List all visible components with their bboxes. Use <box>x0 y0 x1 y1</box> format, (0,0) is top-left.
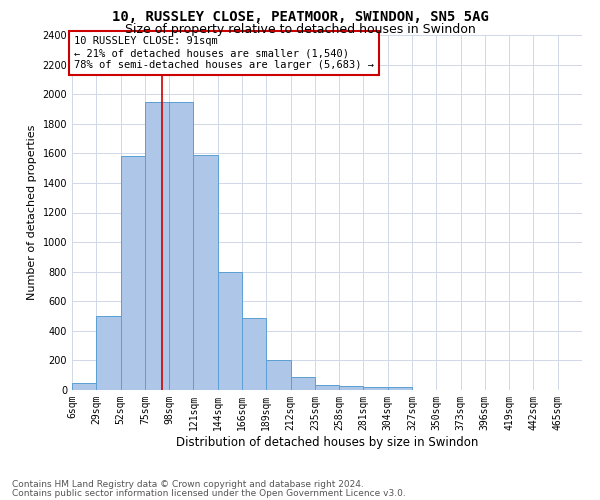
Text: Contains HM Land Registry data © Crown copyright and database right 2024.: Contains HM Land Registry data © Crown c… <box>12 480 364 489</box>
Text: 10, RUSSLEY CLOSE, PEATMOOR, SWINDON, SN5 5AG: 10, RUSSLEY CLOSE, PEATMOOR, SWINDON, SN… <box>112 10 488 24</box>
Bar <box>315 385 339 390</box>
Bar <box>266 360 290 390</box>
Bar <box>218 272 242 390</box>
Bar <box>121 156 145 390</box>
Bar <box>388 387 412 390</box>
Y-axis label: Number of detached properties: Number of detached properties <box>27 125 37 300</box>
Text: 10 RUSSLEY CLOSE: 91sqm
← 21% of detached houses are smaller (1,540)
78% of semi: 10 RUSSLEY CLOSE: 91sqm ← 21% of detache… <box>74 36 374 70</box>
Bar <box>145 102 169 390</box>
Bar <box>364 387 388 390</box>
Bar <box>169 102 193 390</box>
Bar <box>290 376 315 390</box>
Bar <box>96 316 121 390</box>
Bar <box>72 382 96 390</box>
Bar <box>242 318 266 390</box>
Text: Contains public sector information licensed under the Open Government Licence v3: Contains public sector information licen… <box>12 488 406 498</box>
X-axis label: Distribution of detached houses by size in Swindon: Distribution of detached houses by size … <box>176 436 478 448</box>
Text: Size of property relative to detached houses in Swindon: Size of property relative to detached ho… <box>125 22 475 36</box>
Bar <box>339 386 364 390</box>
Bar <box>193 155 218 390</box>
